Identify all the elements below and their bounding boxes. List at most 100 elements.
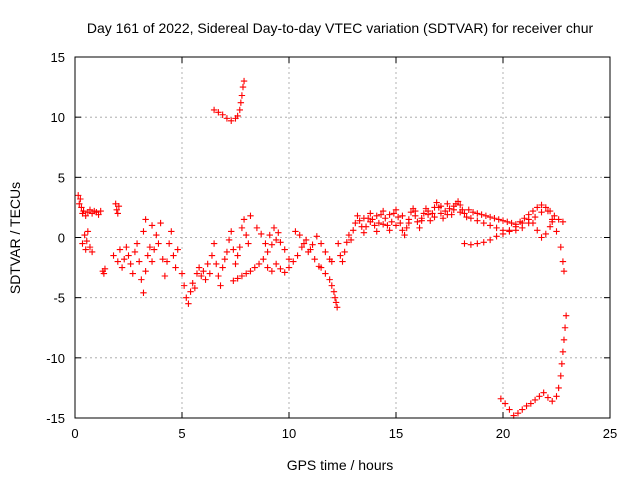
data-point: [178, 270, 186, 277]
data-point: [292, 228, 299, 235]
data-point: [140, 289, 147, 297]
data-point: [195, 264, 203, 271]
data-points: [75, 77, 570, 419]
data-point: [549, 218, 556, 226]
data-point: [491, 215, 498, 222]
data-point: [219, 111, 226, 118]
data-point: [146, 243, 154, 251]
data-point: [148, 258, 156, 265]
data-point: [560, 267, 568, 275]
data-point: [77, 195, 84, 203]
data-point: [236, 106, 243, 114]
data-point: [213, 260, 220, 268]
data-point: [388, 218, 395, 226]
data-point: [311, 255, 318, 263]
data-point: [163, 258, 171, 265]
data-point: [159, 255, 166, 263]
data-point: [331, 294, 339, 301]
data-point: [228, 117, 235, 124]
data-point: [264, 248, 271, 256]
data-point: [80, 207, 87, 215]
data-point: [534, 227, 541, 234]
data-point: [150, 246, 158, 253]
data-point: [136, 258, 143, 265]
data-point: [272, 260, 280, 268]
data-point: [155, 240, 162, 247]
data-point: [339, 258, 346, 265]
data-point: [474, 217, 481, 224]
data-point: [437, 210, 445, 217]
data-point: [561, 324, 569, 331]
data-point: [262, 240, 269, 247]
data-point: [225, 236, 233, 244]
data-point: [234, 112, 241, 120]
data-point: [322, 270, 329, 277]
data-point: [343, 239, 350, 246]
data-point: [97, 207, 104, 215]
data-point: [504, 218, 511, 226]
data-point: [360, 229, 368, 236]
data-point: [148, 222, 156, 229]
data-point: [437, 203, 445, 210]
data-point: [114, 210, 121, 217]
data-point: [379, 221, 387, 228]
data-point: [347, 236, 355, 244]
data-point: [142, 267, 149, 275]
data-point: [255, 260, 263, 268]
data-point: [371, 222, 378, 229]
data-point: [83, 237, 90, 245]
x-axis-label: GPS time / hours: [287, 457, 394, 473]
data-point: [238, 272, 246, 280]
x-tick-label: 15: [389, 426, 403, 441]
data-point: [272, 236, 280, 244]
data-point: [217, 282, 224, 289]
data-point: [373, 228, 380, 235]
data-point: [202, 276, 209, 283]
data-point: [454, 198, 462, 205]
data-point: [416, 224, 423, 232]
data-point: [373, 212, 380, 220]
data-point: [394, 213, 402, 221]
data-point: [223, 248, 231, 256]
data-point: [110, 252, 117, 259]
data-point: [499, 217, 507, 224]
data-point: [345, 231, 353, 239]
data-point: [313, 233, 321, 240]
data-point: [81, 231, 88, 239]
y-tick-label: -10: [46, 351, 65, 366]
y-tick-label: 5: [58, 170, 65, 185]
data-point: [95, 211, 102, 218]
data-point: [469, 209, 477, 216]
data-point: [553, 393, 560, 400]
data-point: [337, 252, 344, 259]
data-point: [296, 231, 303, 239]
data-point: [350, 227, 357, 234]
data-point: [285, 255, 293, 263]
data-point: [390, 210, 398, 217]
data-point: [529, 207, 537, 215]
data-point: [223, 115, 231, 122]
data-point: [88, 248, 96, 256]
data-point: [206, 270, 214, 277]
data-point: [467, 215, 475, 222]
data-point: [210, 106, 218, 114]
data-point: [82, 246, 89, 253]
data-point: [333, 304, 341, 311]
data-point: [243, 231, 250, 239]
data-point: [142, 216, 149, 223]
data-point: [536, 393, 543, 400]
data-point: [266, 231, 273, 239]
data-point: [86, 243, 94, 251]
data-point: [170, 252, 177, 259]
x-tick-label: 0: [71, 426, 78, 441]
data-point: [544, 207, 552, 215]
data-point: [356, 217, 363, 224]
data-point: [210, 240, 218, 247]
data-point: [294, 252, 301, 259]
data-point: [542, 204, 549, 211]
x-tick-label: 10: [282, 426, 296, 441]
data-point: [360, 215, 368, 222]
data-point: [486, 213, 494, 221]
data-point: [281, 269, 288, 276]
data-point: [538, 201, 545, 209]
